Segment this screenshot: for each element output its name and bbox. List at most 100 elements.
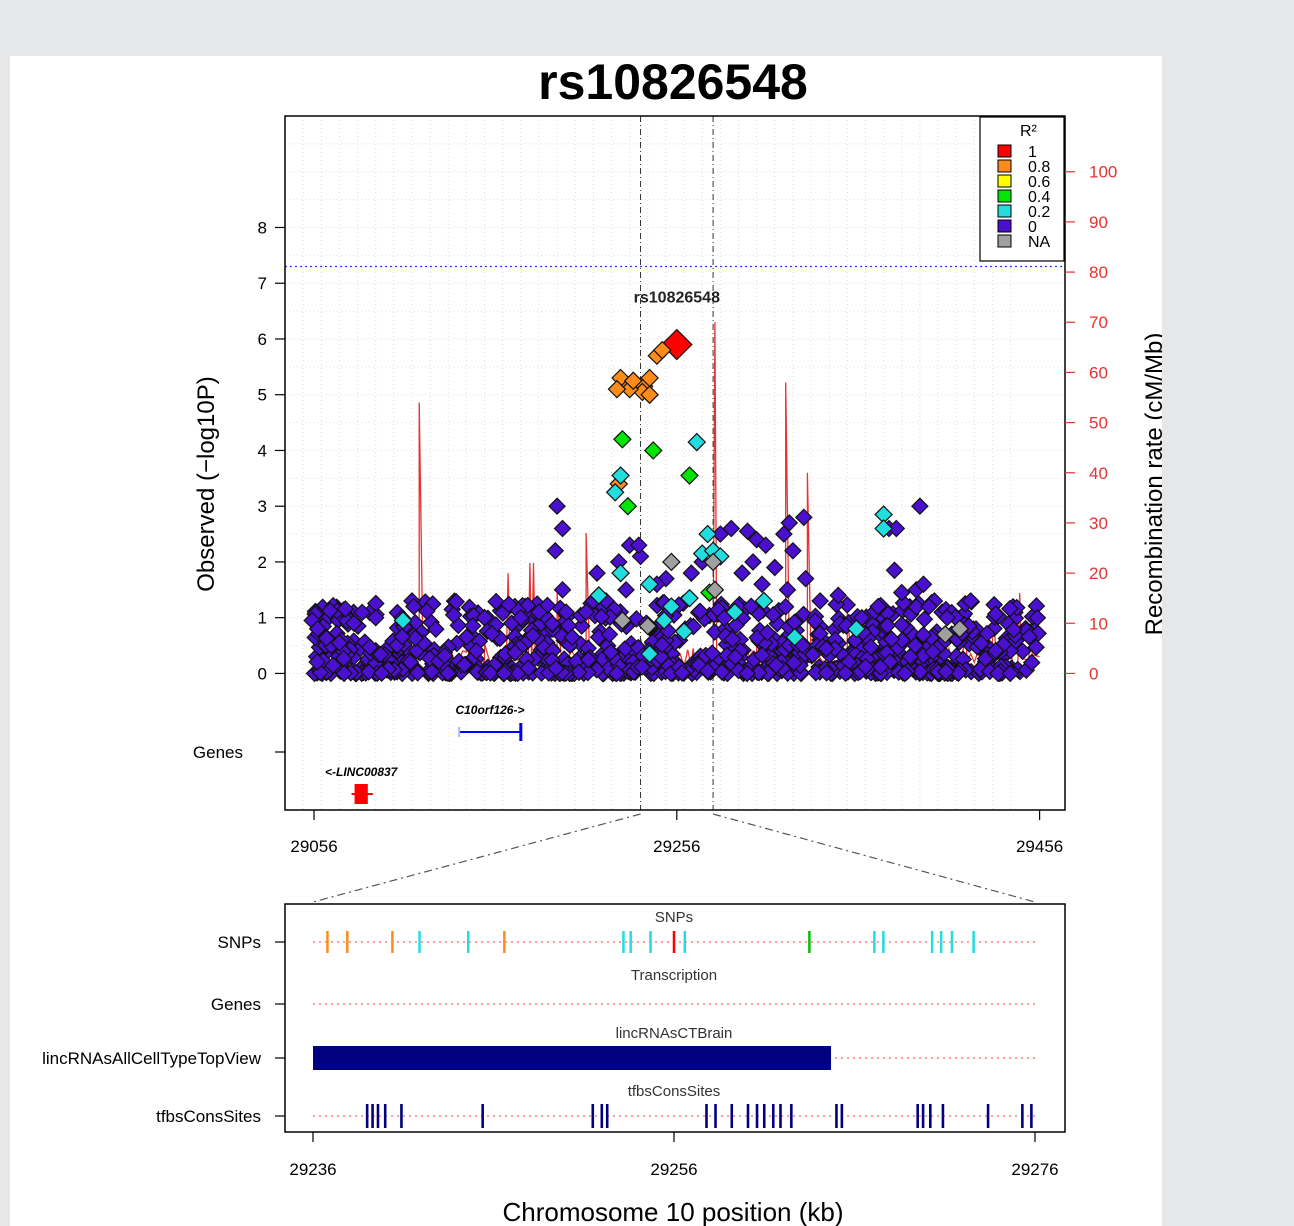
snp-point-background	[457, 628, 476, 646]
x-tick-label: 29256	[653, 837, 700, 856]
snp-point-r2-NA	[703, 552, 723, 572]
main-grid	[284, 116, 1065, 810]
snp-point-background	[1004, 620, 1023, 639]
snp-point-r2-0-2	[725, 602, 745, 622]
snp-point-background	[901, 647, 920, 666]
legend-swatch	[997, 159, 1012, 173]
snp-point-background	[353, 603, 372, 622]
track-label: SNPs	[218, 933, 261, 952]
snp-point-background	[915, 610, 934, 629]
snp-point-background	[499, 595, 518, 614]
snp-point-r2-0-2	[687, 432, 707, 452]
detail-x-tick-label: 29236	[289, 1160, 336, 1179]
snp-point-background	[359, 663, 378, 681]
x-axis-detail: 29236 29256 29276	[289, 1132, 1059, 1179]
snp-point	[765, 558, 784, 577]
snp-point-r2-0-2	[674, 622, 694, 641]
y-axis-right: 0 10 20 30 40 50 60 70 80 90 100	[1065, 163, 1117, 683]
index-snp-label: rs10826548	[634, 290, 720, 307]
snp-point-background	[862, 638, 880, 656]
detail-panel: SNPs SNPs Genes Transcription lincRNAsAllCel…	[42, 903, 1066, 1179]
track-title: lincRNAsCTBrain	[616, 1025, 733, 1042]
y-tick-label: 3	[258, 497, 267, 516]
snp-point-background	[524, 626, 542, 645]
snp-point	[404, 597, 423, 616]
snp-point-background	[738, 664, 756, 683]
detail-x-tick-label: 29256	[650, 1160, 697, 1179]
snp-point	[722, 519, 741, 538]
y2-tick-label: 20	[1089, 564, 1108, 583]
legend-swatch	[997, 204, 1012, 218]
y-tick-label: 7	[258, 274, 267, 293]
snp-point	[553, 519, 572, 538]
snp-point	[577, 603, 595, 621]
track-title: tfbsConsSites	[628, 1083, 721, 1100]
snp-point-r2-0-4	[613, 429, 632, 449]
snp-point-background	[324, 656, 342, 675]
snp-point-background	[836, 664, 855, 682]
x-tick-label: 29056	[290, 837, 337, 856]
snp-point-r2-0-8	[623, 371, 643, 391]
snp-point	[961, 592, 980, 610]
snp-point	[588, 564, 606, 582]
y2-tick-label: 60	[1089, 363, 1108, 382]
snp-point	[914, 575, 933, 594]
snp-point-r2-0-2	[785, 627, 805, 647]
snp-point-background	[698, 662, 717, 680]
y-axis-label: Observed (−log10P)	[193, 376, 220, 591]
snp-point	[938, 608, 956, 627]
snp-point-background	[601, 643, 620, 662]
snp-point	[629, 536, 648, 555]
snp-point-background	[1028, 608, 1047, 627]
legend-label: 0.4	[1028, 189, 1050, 206]
snp-point-background	[495, 664, 513, 683]
genes-row-label: Genes	[193, 743, 243, 762]
snp-point-background	[1001, 599, 1019, 618]
legend-swatch	[997, 219, 1012, 233]
snp-point	[869, 597, 888, 616]
y-axis-left: 0 1 2 3 4 5 6 7 8	[258, 218, 285, 753]
snp-point-background	[764, 605, 783, 624]
snp-point-background	[1001, 664, 1020, 683]
snp-point-background	[371, 645, 390, 664]
y-tick-label: 1	[258, 609, 267, 628]
snp-point-background	[758, 623, 777, 642]
snp-point-background	[572, 617, 591, 635]
legend-label: 0.6	[1028, 174, 1050, 191]
snp-point-r2-0-2	[589, 586, 609, 605]
gene-label: <-LINC00837	[325, 765, 399, 779]
snp-point-background	[455, 656, 474, 674]
snp-point-background	[569, 663, 588, 682]
detail-x-tick-label: 29276	[1011, 1160, 1058, 1179]
snp-point-background	[393, 627, 412, 646]
snp-point	[829, 586, 848, 605]
chart-title: rs10826548	[538, 56, 808, 110]
genes-track: C10orf126-> <-LINC00837	[325, 703, 525, 804]
snp-point-background	[422, 662, 441, 681]
snp-point-r2-0-2	[874, 519, 893, 538]
snp-point-background	[417, 602, 436, 620]
snp-point-r2-0-2	[393, 611, 413, 630]
y-tick-label: 5	[258, 386, 267, 405]
snp-point-r2-0-2	[847, 619, 866, 639]
snp-point-background	[673, 664, 691, 682]
snp-point-background	[878, 616, 897, 635]
detail-tracks: SNPs SNPs Genes Transcription lincRNAsAllCel…	[42, 909, 1035, 1128]
snp-point-background	[937, 662, 955, 681]
zoom-connector-lines	[312, 813, 1036, 903]
lincrna-block	[313, 1046, 832, 1070]
snp-point-background	[691, 602, 709, 621]
snp-point-background	[439, 664, 457, 683]
snp-point-r2-0-2	[654, 611, 674, 630]
snp-point	[796, 569, 815, 588]
snp-point-r2-NA	[935, 625, 955, 644]
x-axis-label: Chromosome 10 position (kb)	[502, 1197, 843, 1226]
snp-point	[511, 608, 530, 627]
snp-point-r2-0-8	[652, 340, 672, 360]
legend-swatch	[997, 234, 1012, 248]
snp-point-background	[895, 664, 914, 683]
snp-point-background	[817, 639, 836, 658]
snp-point-r2-0-8	[640, 385, 659, 405]
snp-point-background	[401, 653, 420, 672]
snp-point-r2-0-4	[680, 466, 699, 485]
